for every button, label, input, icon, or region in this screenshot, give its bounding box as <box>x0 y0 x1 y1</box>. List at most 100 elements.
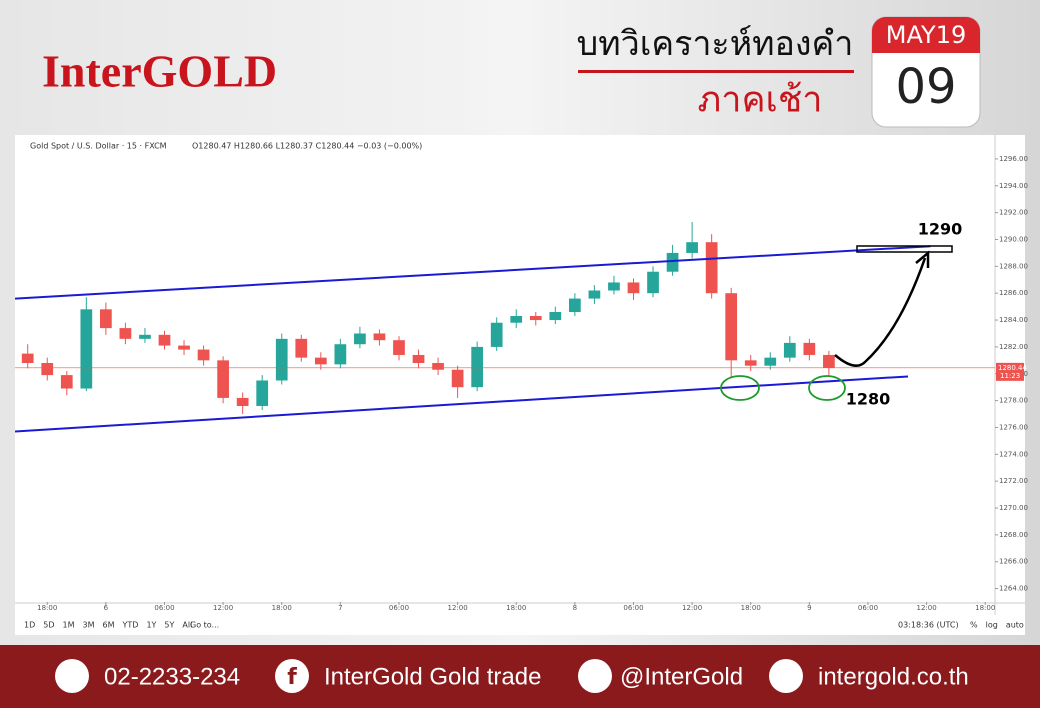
candle-body <box>256 380 269 406</box>
candle-body <box>744 360 757 366</box>
y-tick-label: 1288.00 <box>999 262 1028 270</box>
candle-body <box>686 242 698 253</box>
candle-body <box>451 369 464 388</box>
y-tick-label: 1264.00 <box>999 585 1028 593</box>
support-circle <box>808 375 846 401</box>
range-button[interactable]: All <box>182 621 192 630</box>
x-tick-label: 06:00 <box>623 604 643 612</box>
candle-body <box>510 316 523 323</box>
candle-body <box>647 271 659 294</box>
x-tick-label: 12:00 <box>213 604 233 612</box>
candle-body <box>627 282 640 294</box>
target-box <box>856 245 953 253</box>
x-tick-label: 9 <box>807 604 811 612</box>
arrow <box>834 257 927 367</box>
phone: 02-2233-234 <box>104 663 240 690</box>
candle-body <box>334 344 347 365</box>
countdown: 11:23 <box>1000 372 1020 380</box>
range-button[interactable]: 3M <box>83 621 95 630</box>
candle-body <box>725 293 738 361</box>
candle-body <box>549 311 562 321</box>
candle-body <box>803 342 816 355</box>
candle-body <box>178 345 190 350</box>
y-tick-label: 1268.00 <box>999 531 1028 539</box>
web-icon <box>769 659 803 693</box>
candle-body <box>666 252 679 272</box>
range-button[interactable]: 5Y <box>164 621 174 630</box>
chart: 1264.00 1266.00 1268.00 1270.00 1272.00 1274.… <box>15 155 1028 612</box>
y-tick-label: 1294.00 <box>999 182 1028 190</box>
x-tick-label: 7 <box>338 604 342 612</box>
x-tick-label: 18:00 <box>506 604 526 612</box>
web: intergold.co.th <box>818 663 969 690</box>
calendar-day: 09 <box>895 59 956 115</box>
symbol: Gold Spot / U.S. Dollar · 15 · FXCM <box>30 142 167 151</box>
logo: InterGOLD <box>42 46 277 97</box>
candle-body <box>764 357 777 366</box>
y-tick-label: 1276.00 <box>999 423 1028 431</box>
candle-body <box>588 290 601 299</box>
candle-body <box>217 360 229 398</box>
level-label: 1290 <box>918 220 963 239</box>
candle-body <box>41 363 54 376</box>
candle-body <box>314 357 327 365</box>
x-tick-label: 18:00 <box>741 604 761 612</box>
candle-body <box>705 242 718 294</box>
x-tick-label: 12:00 <box>682 604 702 612</box>
title: บทวิเคราะห์ทองคำ <box>577 25 854 63</box>
candle-body <box>373 333 386 341</box>
candle-body <box>275 338 288 381</box>
y-tick-label: 1266.00 <box>999 558 1028 566</box>
last-price-label: 1280.44 <box>998 364 1027 372</box>
candle-body <box>295 338 308 358</box>
y-tick-label: 1278.00 <box>999 397 1028 405</box>
range-button[interactable]: 5D <box>43 621 54 630</box>
option-button[interactable]: log <box>986 621 998 630</box>
facebook-glyph: f <box>287 665 297 690</box>
range-button[interactable]: 1Y <box>146 621 156 630</box>
clock: 03:18:36 (UTC) <box>898 621 959 630</box>
range-button[interactable]: 6M <box>103 621 115 630</box>
y-tick-label: 1284.00 <box>999 316 1028 324</box>
ohlc: O1280.47 H1280.66 L1280.37 C1280.44 −0.0… <box>192 142 422 151</box>
arrow-head <box>915 250 930 268</box>
y-tick-label: 1274.00 <box>999 450 1028 458</box>
range-button[interactable]: 1M <box>63 621 75 630</box>
option-button[interactable]: % <box>970 621 978 630</box>
x-tick-label: 18:00 <box>37 604 57 612</box>
channel-line <box>15 245 931 300</box>
x-tick-label: 18:00 <box>272 604 292 612</box>
x-tick-label: 06:00 <box>858 604 878 612</box>
line-icon <box>578 659 612 693</box>
candle-body <box>608 282 620 291</box>
candle-body <box>354 333 366 345</box>
support-circle <box>720 375 760 401</box>
candle-body <box>393 340 405 355</box>
plot <box>15 222 931 433</box>
facebook: InterGold Gold trade <box>324 663 541 690</box>
candle-body <box>471 346 484 388</box>
x-tick-label: 12:00 <box>448 604 468 612</box>
y-tick-label: 1270.00 <box>999 504 1028 512</box>
annotations <box>720 245 953 401</box>
x-tick-label: 06:00 <box>154 604 174 612</box>
phone-icon <box>55 659 89 693</box>
x-tick-label: 6 <box>104 604 109 612</box>
candle-body <box>236 397 249 406</box>
y-tick-label: 1272.00 <box>999 477 1028 485</box>
footer <box>0 645 1040 708</box>
candle-body <box>119 328 132 339</box>
candle-body <box>490 322 503 347</box>
goto[interactable]: Go to... <box>190 621 219 630</box>
candle-body <box>823 354 835 368</box>
last-price-tag <box>996 362 1024 381</box>
x-tick-label: 12:00 <box>917 604 937 612</box>
candle-body <box>158 334 171 346</box>
option-button[interactable]: auto <box>1006 621 1024 630</box>
y-tick-label: 1282.00 <box>999 343 1028 351</box>
range-button[interactable]: YTD <box>122 621 139 630</box>
range-button[interactable]: 1D <box>24 621 35 630</box>
candle-body <box>529 316 542 321</box>
candle-body <box>21 353 34 364</box>
